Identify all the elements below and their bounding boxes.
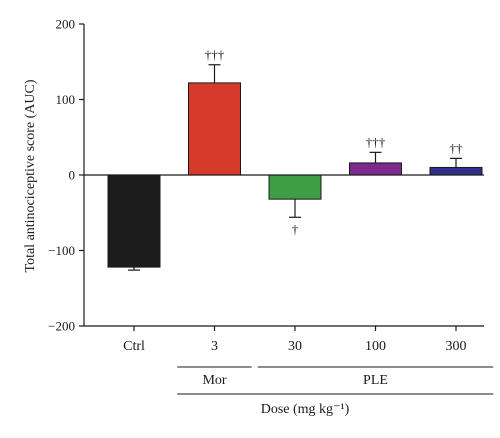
x-tick-label-1: 3: [211, 339, 218, 354]
significance-mark-4: ††: [450, 140, 464, 155]
y-axis-label: Total antinociceptive score (AUC): [23, 79, 38, 272]
x-tick-label-4: 300: [446, 339, 467, 354]
significance-mark-3: †††: [366, 134, 386, 149]
bar-1: [188, 82, 241, 176]
significance-mark-2: †: [292, 221, 299, 236]
bars: ††††††† ††: [84, 47, 484, 271]
bar-3: [349, 162, 402, 176]
bar-4: [429, 166, 483, 176]
y-axis: −200 −100 0 100 200: [48, 17, 85, 334]
y-tick-label: −200: [48, 319, 75, 334]
x-tick-label-3: 100: [365, 339, 386, 354]
x-axis: Ctrl 3 30 100 300: [84, 325, 484, 354]
y-tick-label: 0: [69, 168, 76, 183]
bar-2: [268, 174, 322, 200]
group-label-1: PLE: [363, 373, 388, 388]
significance-mark-1: †††: [205, 47, 225, 62]
y-tick-label: 200: [56, 17, 76, 32]
x-tick-label-0: Ctrl: [123, 339, 145, 354]
x-axis-label: Dose (mg kg⁻¹): [261, 402, 350, 417]
y-tick-label: 100: [56, 92, 76, 107]
x-tick-label-2: 30: [288, 339, 302, 354]
group-brackets: Mor PLE: [177, 366, 494, 395]
group-label-0: Mor: [202, 373, 226, 388]
bar-0: [107, 174, 161, 268]
y-tick-label: −100: [48, 243, 75, 258]
